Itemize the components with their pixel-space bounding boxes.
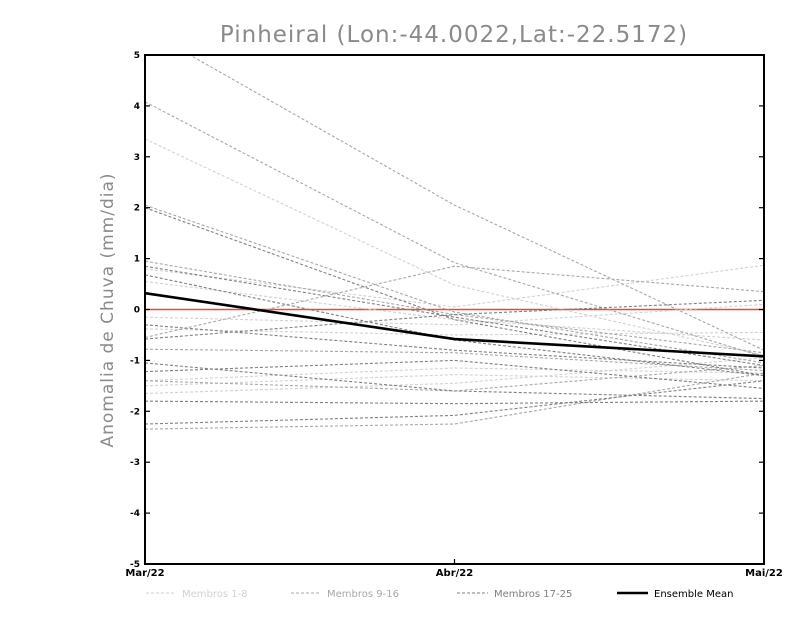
ensemble-mean-line [145, 291, 764, 358]
x-tick-label: Abr/22 [436, 568, 473, 579]
y-tick-label: -3 [130, 458, 140, 468]
y-tick-label: -2 [130, 407, 140, 417]
member-line-membro-16 [145, 372, 764, 430]
member-line-membro-21 [145, 400, 764, 405]
y-tick-label: 4 [134, 102, 140, 112]
y-tick-label: 5 [134, 51, 140, 61]
member-line-membro-15 [145, 364, 764, 392]
legend-item-group1: Membros 1-8 [146, 589, 248, 600]
member-line-membro-6 [145, 357, 764, 395]
member-line-membro-4 [145, 367, 764, 382]
member-line-membro-8 [145, 280, 764, 341]
series-group [145, 55, 764, 430]
x-tick-label: Mai/22 [745, 568, 783, 579]
member-line-membro-12 [145, 260, 764, 354]
member-line-membro-23 [145, 274, 764, 377]
y-tick-label: 3 [134, 153, 140, 163]
member-line-membro-11 [145, 204, 764, 364]
legend-item-group2: Membros 9-16 [291, 589, 399, 600]
x-tick-label: Mar/22 [125, 568, 164, 579]
member-line-membro-22 [145, 380, 764, 425]
member-line-membro-2 [145, 264, 764, 308]
member-line-membro-3 [145, 328, 764, 336]
member-line-membro-20 [145, 362, 764, 400]
member-line-membro-13 [145, 265, 764, 339]
y-tick-label: 1 [134, 255, 140, 265]
member-line-membro-10 [145, 101, 764, 358]
legend-label-group1: Membros 1-8 [182, 589, 248, 600]
legend-item-mean: Ensemble Mean [617, 589, 733, 600]
legend-item-group3: Membros 17-25 [457, 589, 572, 600]
y-tick-label: -1 [130, 356, 140, 366]
plot-frame [144, 54, 765, 565]
y-tick-label: 2 [134, 204, 140, 214]
member-line-membro-1 [145, 138, 764, 356]
chart-title: Pinheiral (Lon:-44.0022,Lat:-22.5172) [220, 22, 688, 48]
legend-label-group2: Membros 9-16 [327, 589, 399, 600]
series-layer [145, 55, 764, 430]
y-tick-label: 0 [134, 306, 140, 316]
legend-label-group3: Membros 17-25 [494, 589, 572, 600]
legend: Membros 1-8 Membros 9-16 Membros 17-25 E… [146, 589, 733, 600]
member-line-membro-25 [145, 359, 764, 389]
y-tick-label: -4 [130, 509, 140, 519]
member-line-membro-19 [145, 324, 764, 369]
member-line-membro-24 [145, 299, 764, 340]
member-line-membro-9 [188, 55, 764, 351]
legend-label-mean: Ensemble Mean [654, 589, 733, 600]
member-line-membro-14 [145, 348, 764, 372]
member-line-membro-7 [145, 303, 764, 326]
y-axis-label: Anomalia de Chuva (mm/dia) [98, 172, 118, 447]
y-tick-label: -5 [130, 560, 140, 570]
